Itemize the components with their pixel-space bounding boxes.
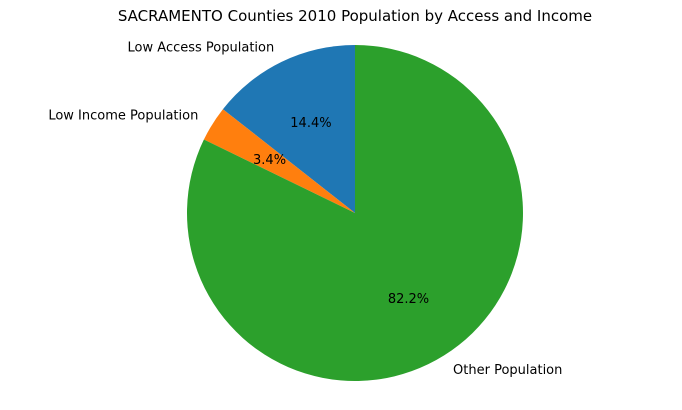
slice-label-low-access-population: Low Access Population [128,40,275,55]
pie-slice-low-access-population [222,45,355,213]
pie-slice-other-population [186,45,523,381]
slice-percent-low-income-population: 3.4% [253,153,286,168]
slice-percent-other-population: 82.2% [388,292,429,307]
pie-labels: Low Access Population 14.4% Low Income Pop… [48,40,562,378]
slice-label-low-income-population: Low Income Population [48,108,198,123]
chart-title: SACRAMENTO Counties 2010 Population by A… [118,7,592,25]
slice-percent-low-access-population: 14.4% [290,116,331,131]
slice-label-other-population: Other Population [453,363,562,378]
pie-slices [186,45,523,381]
pie-slice-low-income-population [203,109,355,213]
